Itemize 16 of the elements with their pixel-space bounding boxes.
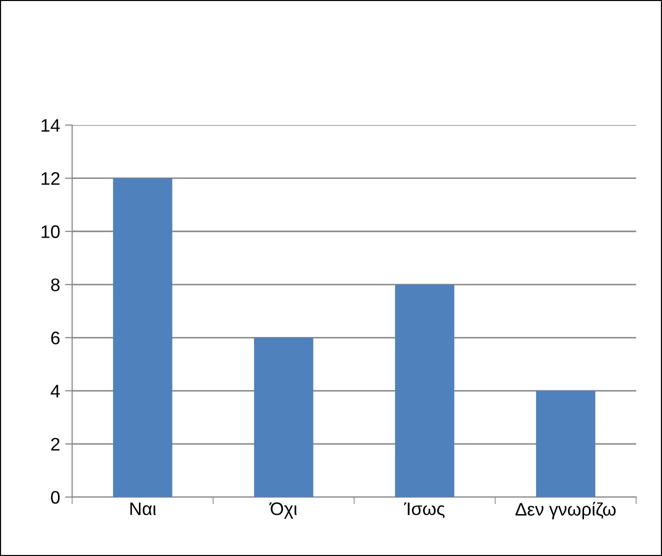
x-tick-label: Όχι bbox=[269, 502, 297, 519]
bar bbox=[254, 338, 314, 498]
y-tick-label: 2 bbox=[51, 438, 60, 450]
y-tick-label: 12 bbox=[42, 172, 60, 185]
bar bbox=[395, 284, 454, 498]
y-tick-label: 0 bbox=[51, 491, 60, 504]
y-tick-label: 8 bbox=[51, 278, 60, 292]
x-tick-label: Ίσως bbox=[404, 502, 445, 518]
bar bbox=[536, 390, 596, 498]
y-tick-label: 6 bbox=[51, 332, 60, 344]
y-tick-label: 4 bbox=[50, 384, 60, 398]
bar bbox=[113, 178, 172, 498]
x-tick-label: Δεν γνωρίζω bbox=[516, 502, 616, 520]
x-tick-label: Ναι bbox=[130, 502, 156, 516]
y-tick-label: 10 bbox=[42, 225, 60, 238]
y-tick-label: 14 bbox=[42, 119, 60, 132]
